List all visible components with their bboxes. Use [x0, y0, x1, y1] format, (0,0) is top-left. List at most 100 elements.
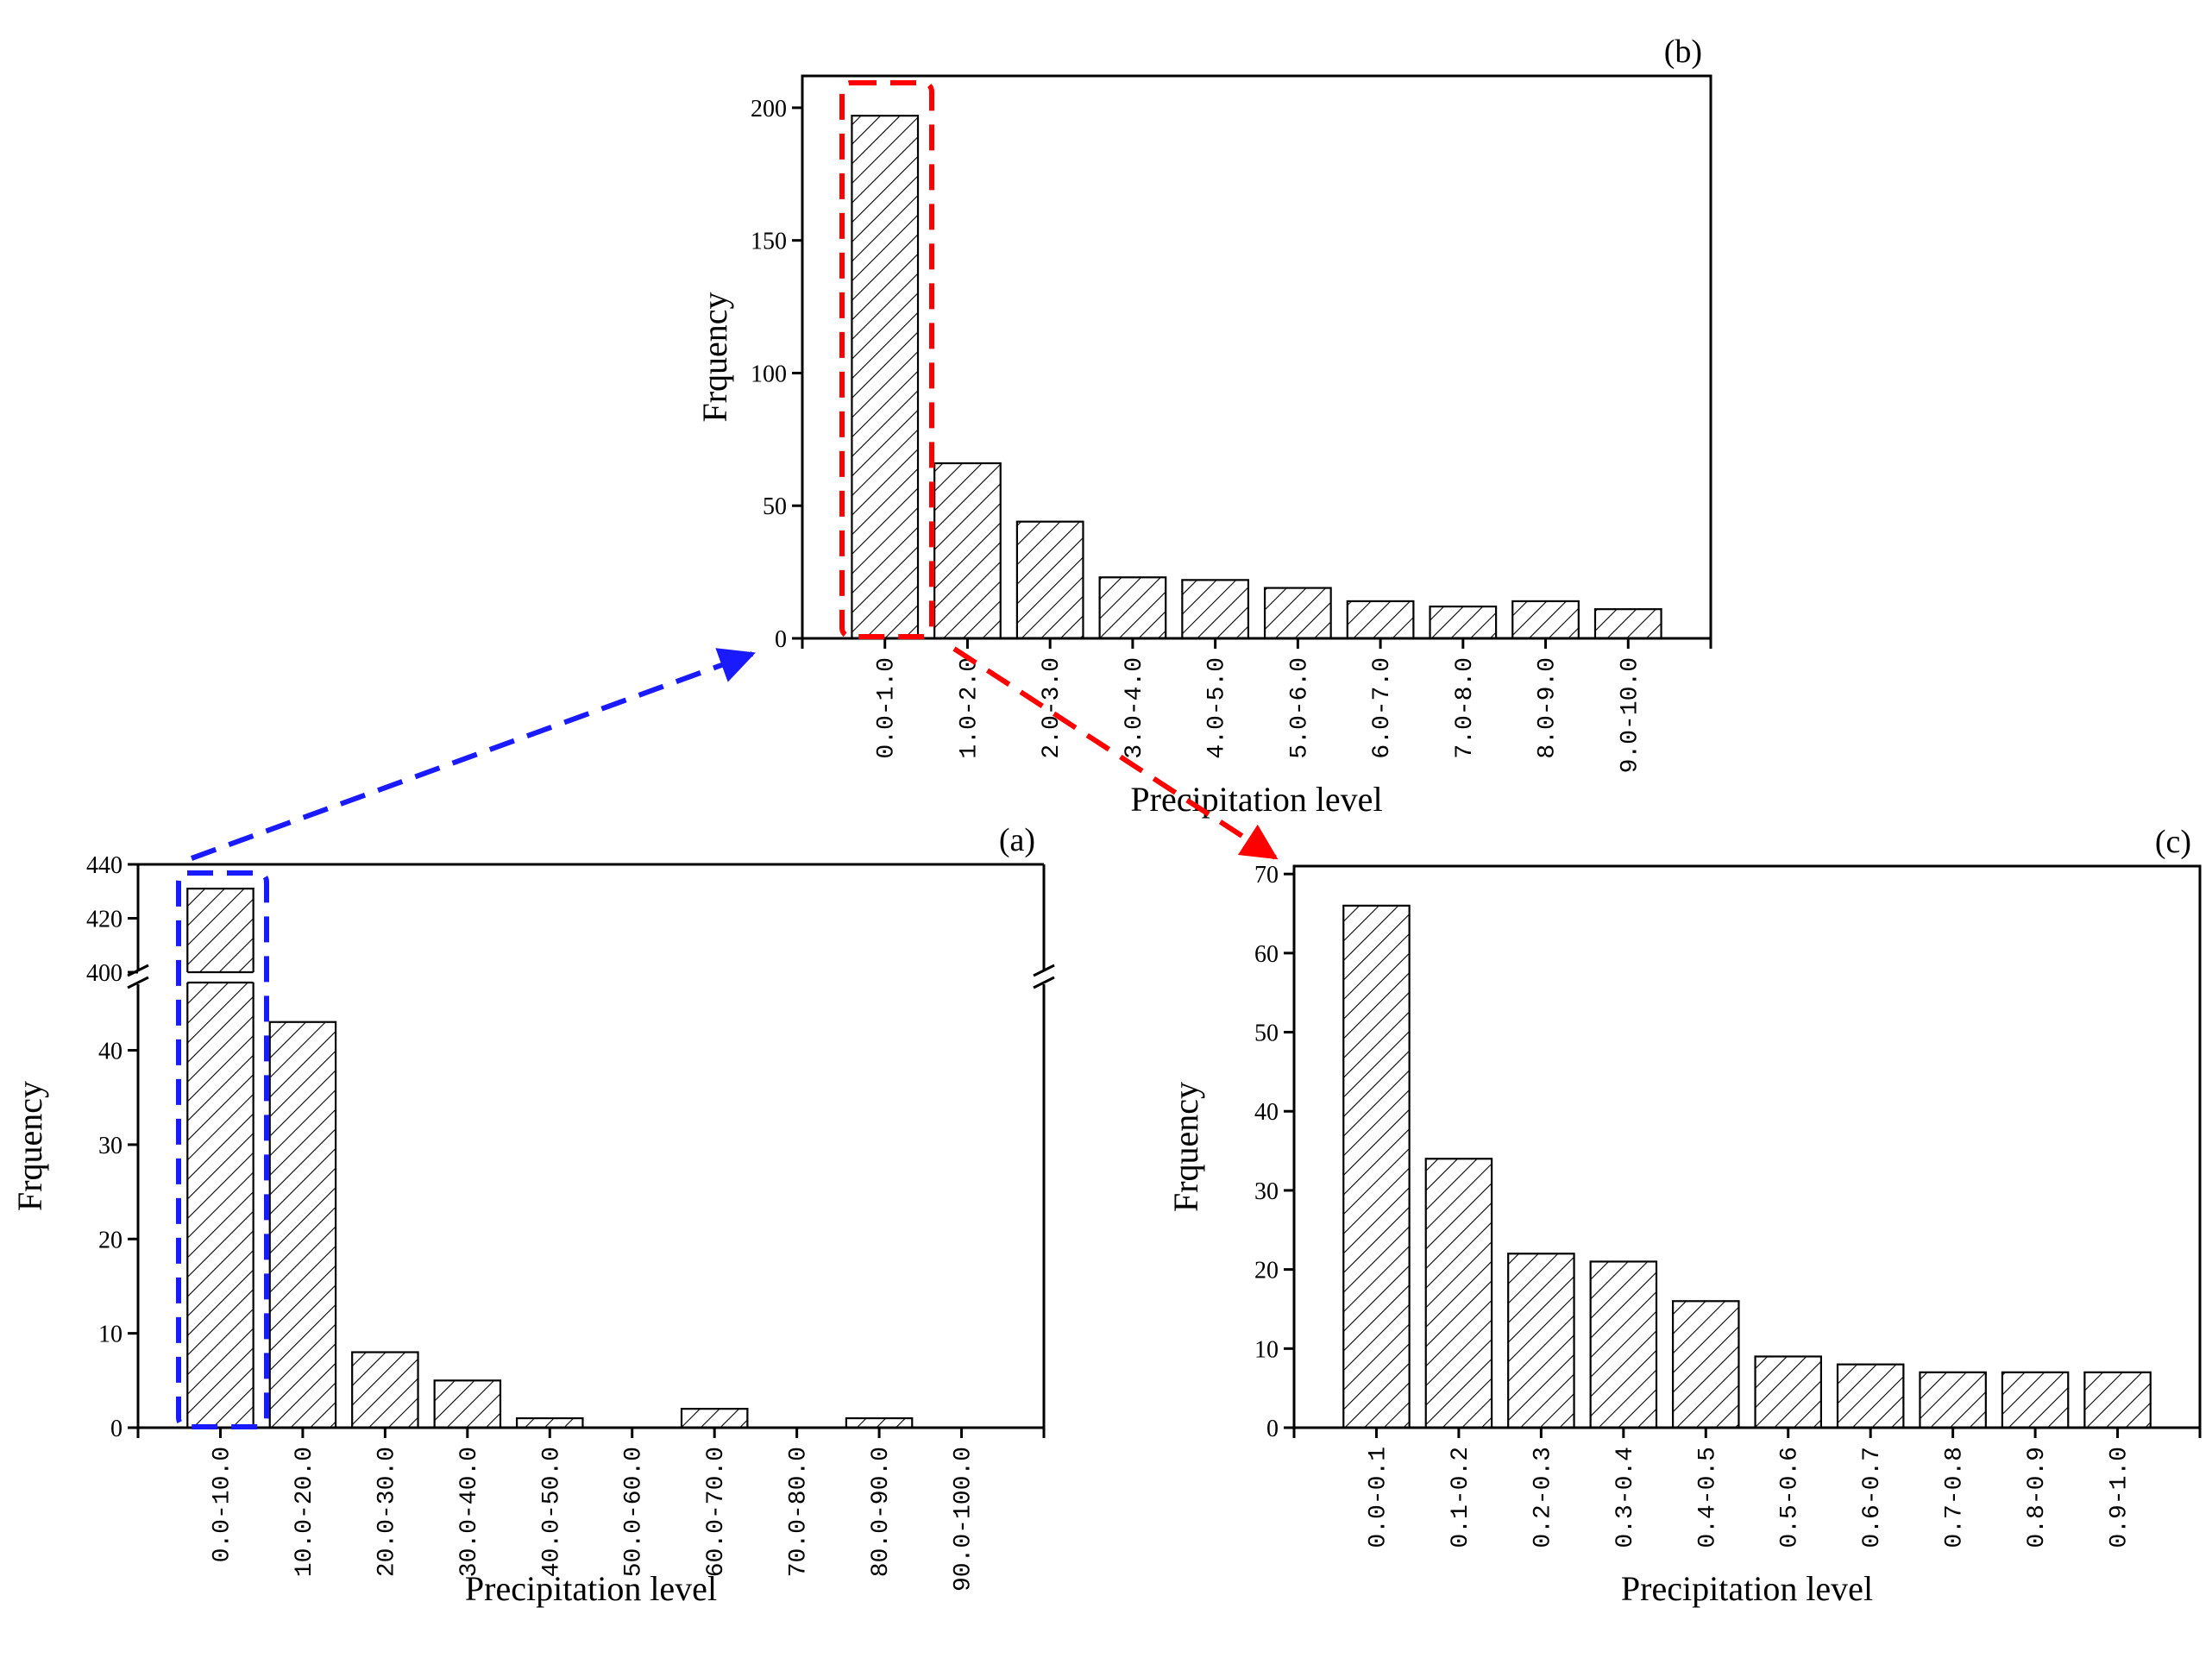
axis-break-gap	[141, 972, 1040, 983]
panel-b-chart: 0 50 100 150 200 0.0-1.0 1.0-2.0 2.0-3.0 3.0-4.0…	[695, 34, 1712, 819]
x-tick-label-c-7: 0.7-0.8	[1942, 1447, 1969, 1548]
bar-a-4	[515, 1416, 584, 1429]
bar-a-8	[845, 1416, 914, 1429]
y-tick-label-c-0: 0	[1266, 1416, 1279, 1442]
plot-frame-c	[1292, 864, 2202, 1429]
bar-b-5	[1263, 587, 1332, 640]
panel-a-chart: 0 10 20 30 40 400 420 440 0.0-10.0 10.0-20.0 20.0-…	[10, 822, 1055, 1608]
y-tick-label-b-0: 0	[775, 626, 787, 653]
bar-c-6	[1836, 1363, 1905, 1429]
y-tick-label-b-3: 150	[751, 229, 787, 255]
x-tick-label-b-6: 6.0-7.0	[1369, 657, 1396, 759]
panel-label-c: (c)	[2155, 824, 2191, 860]
x-tick-label-b-8: 8.0-9.0	[1535, 657, 1562, 759]
x-tick-label-c-8: 0.8-0.9	[2024, 1447, 2051, 1548]
y-tick-label-c-4: 40	[1254, 1099, 1279, 1126]
y-axis-title-a: Frquency	[10, 1081, 49, 1211]
break-mark-1-a	[1033, 964, 1055, 977]
x-axis-title-c: Precipitation level	[1621, 1569, 1873, 1608]
y-axis-title-b: Frquency	[695, 292, 734, 422]
y-tick-label-a-hi1: 420	[86, 907, 123, 933]
x-tick-label-a-8: 80.0-90.0	[868, 1447, 895, 1577]
bar-b-4	[1181, 579, 1250, 640]
x-tick-label-c-6: 0.6-0.7	[1859, 1447, 1886, 1548]
x-tick-label-c-1: 0.1-0.2	[1448, 1447, 1474, 1548]
x-tick-label-c-9: 0.9-1.0	[2107, 1447, 2133, 1548]
bar-a-6	[680, 1408, 749, 1429]
bar-a-3	[433, 1379, 502, 1429]
zoom-arrow-a-to-b	[190, 648, 756, 861]
break-mark-1-b	[1033, 976, 1055, 989]
y-tick-label-b-4: 200	[751, 96, 787, 122]
bar-b-0	[851, 115, 920, 640]
y-tick-label-c-2: 20	[1254, 1258, 1279, 1284]
bar-a-2	[351, 1351, 419, 1429]
y-tick-label-a-lo1: 10	[98, 1322, 123, 1348]
plot-frame-b	[801, 74, 1712, 640]
x-tick-label-c-3: 0.3-0.4	[1612, 1447, 1639, 1548]
zoom-annotations	[176, 80, 1279, 1429]
y-tick-label-c-5: 50	[1254, 1021, 1279, 1047]
x-tick-label-a-2: 20.0-30.0	[374, 1447, 400, 1577]
y-tick-label-c-7: 70	[1254, 862, 1279, 889]
bar-c-0	[1342, 904, 1411, 1429]
bar-b-8	[1511, 600, 1580, 640]
x-tick-label-b-0: 0.0-1.0	[874, 657, 901, 759]
y-tick-label-a-lo0: 0	[110, 1416, 123, 1442]
y-tick-label-c-6: 60	[1254, 941, 1279, 968]
y-tick-label-c-3: 30	[1254, 1178, 1279, 1205]
bar-c-9	[2083, 1371, 2152, 1429]
y-tick-label-a-hi2: 440	[86, 852, 123, 879]
y-tick-label-a-lo2: 20	[98, 1227, 123, 1253]
bar-c-8	[2001, 1371, 2070, 1429]
x-tick-label-c-4: 0.4-0.5	[1694, 1447, 1721, 1548]
x-axis-title-a: Precipitation level	[465, 1569, 717, 1608]
zoom-arrow-b-to-c	[952, 646, 1279, 860]
x-tick-label-a-0: 0.0-10.0	[209, 1447, 236, 1562]
break-mark-0-a	[127, 964, 149, 977]
bar-b-2	[1015, 520, 1084, 640]
bar-a-1	[268, 1021, 337, 1429]
bar-c-2	[1507, 1253, 1575, 1429]
y-axis-title-c: Frquency	[1166, 1082, 1205, 1212]
x-tick-label-a-1: 10.0-20.0	[292, 1447, 318, 1577]
bar-c-1	[1424, 1158, 1493, 1429]
x-tick-label-b-2: 2.0-3.0	[1039, 657, 1065, 759]
x-tick-label-b-4: 4.0-5.0	[1204, 657, 1231, 759]
x-tick-label-a-5: 50.0-60.0	[621, 1447, 648, 1577]
bar-b-6	[1346, 600, 1415, 640]
y-tick-label-b-2: 100	[751, 361, 787, 387]
x-axis-title-b: Precipitation level	[1130, 780, 1382, 819]
y-tick-label-a-lo3: 30	[98, 1133, 123, 1159]
y-tick-label-c-1: 10	[1254, 1336, 1279, 1363]
x-tick-label-c-5: 0.5-0.6	[1777, 1447, 1804, 1548]
bar-b-3	[1098, 576, 1167, 640]
bar-c-5	[1754, 1355, 1823, 1429]
bar-c-7	[1919, 1371, 1987, 1429]
x-tick-label-b-5: 5.0-6.0	[1286, 657, 1313, 759]
x-tick-label-a-3: 30.0-40.0	[456, 1447, 483, 1577]
panel-c-chart: 0 10 20 30 40 50 60 70 0.0-0.1 0.1-0.2 0.2-0.3 0.3-…	[1166, 824, 2202, 1608]
bar-c-4	[1671, 1300, 1740, 1429]
x-tick-label-b-9: 9.0-10.0	[1617, 657, 1643, 773]
bar-c-3	[1589, 1260, 1658, 1429]
x-tick-label-a-9: 90.0-100.0	[951, 1447, 977, 1592]
x-tick-label-c-2: 0.2-0.3	[1530, 1447, 1556, 1548]
panel-label-b: (b)	[1664, 34, 1702, 70]
bar-b-9	[1593, 608, 1662, 640]
x-tick-label-a-7: 70.0-80.0	[786, 1447, 813, 1577]
x-tick-label-b-7: 7.0-8.0	[1452, 657, 1479, 759]
x-tick-label-c-0: 0.0-0.1	[1365, 1447, 1392, 1548]
x-tick-label-a-6: 60.0-70.0	[703, 1447, 730, 1577]
x-tick-label-b-3: 3.0-4.0	[1122, 657, 1148, 759]
bar-b-7	[1429, 605, 1498, 640]
y-tick-label-b-1: 50	[763, 493, 787, 520]
y-tick-label-a-lo4: 40	[98, 1039, 123, 1065]
break-mark-0-b	[127, 976, 149, 989]
bar-b-1	[933, 462, 1002, 640]
x-tick-label-b-1: 1.0-2.0	[956, 657, 983, 759]
x-tick-label-a-4: 40.0-50.0	[538, 1447, 565, 1577]
panel-label-a: (a)	[999, 822, 1035, 858]
bar-a-0	[186, 888, 255, 1429]
